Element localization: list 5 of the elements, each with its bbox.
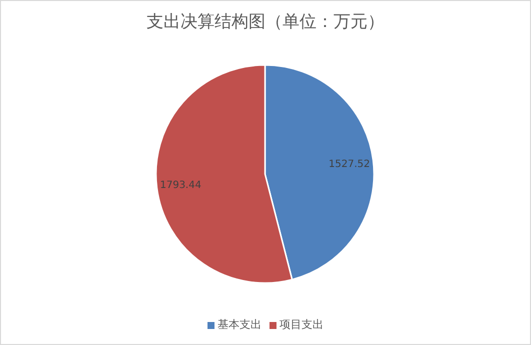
data-label: 1527.52 bbox=[328, 158, 370, 170]
legend-label: 基本支出 bbox=[218, 318, 262, 331]
chart-title: 支出决算结构图（单位：万元） bbox=[146, 12, 384, 32]
data-label: 1793.44 bbox=[160, 180, 202, 192]
legend-label: 项目支出 bbox=[280, 318, 324, 331]
